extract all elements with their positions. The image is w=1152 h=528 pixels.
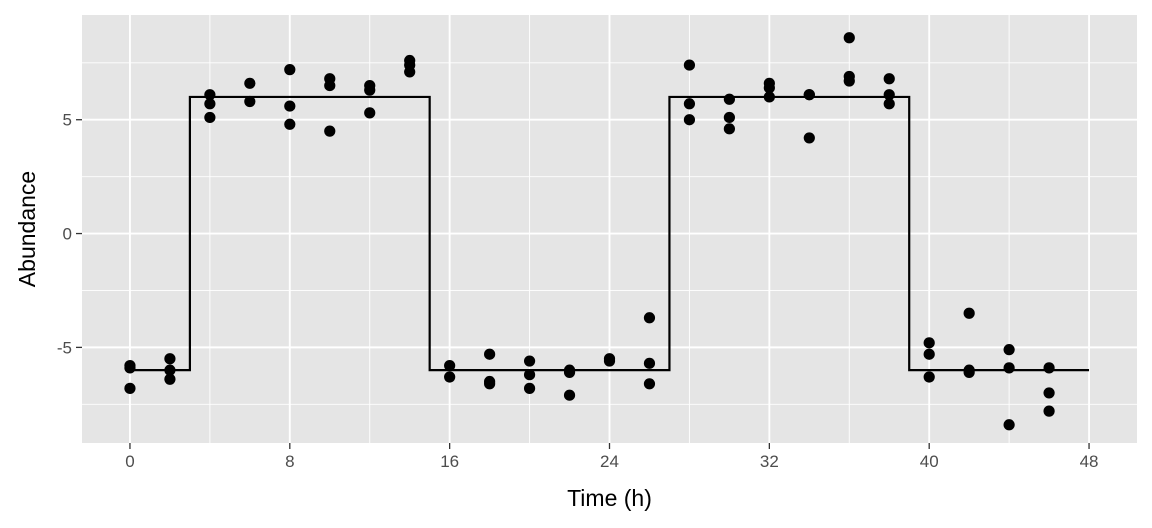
data-point	[683, 114, 696, 126]
data-point	[723, 93, 735, 105]
data-point	[523, 355, 536, 367]
data-point	[404, 66, 416, 78]
x-axis-title: Time (h)	[567, 485, 652, 511]
data-point	[923, 337, 935, 349]
y-axis: 5 0 -5	[57, 111, 82, 357]
data-point	[1043, 405, 1055, 417]
data-point	[1043, 362, 1055, 374]
data-point	[883, 98, 895, 110]
x-tick-label: 16	[440, 452, 459, 471]
data-point	[763, 82, 775, 94]
data-point	[124, 362, 136, 374]
x-tick-label: 8	[285, 452, 294, 471]
data-point	[124, 382, 136, 394]
data-point	[523, 369, 536, 381]
data-point	[883, 89, 895, 101]
data-point	[843, 32, 855, 44]
data-point	[484, 375, 496, 388]
y-tick-label: 5	[63, 111, 72, 130]
data-point	[204, 89, 216, 101]
data-point	[244, 95, 256, 108]
data-point	[364, 84, 376, 96]
x-tick-label: 40	[920, 452, 939, 471]
data-point	[204, 111, 216, 124]
data-point	[284, 64, 296, 76]
data-point	[643, 378, 656, 390]
data-point	[1003, 362, 1015, 374]
y-axis-title: Abundance	[14, 171, 40, 287]
data-point	[244, 77, 256, 89]
data-point	[484, 348, 496, 360]
data-point	[563, 366, 576, 379]
data-point	[723, 111, 735, 124]
x-tick-label: 0	[125, 452, 134, 471]
data-points-layer	[124, 32, 1055, 431]
data-point	[723, 123, 735, 135]
y-tick-label: -5	[57, 338, 72, 357]
data-point	[923, 371, 935, 383]
data-point	[963, 307, 975, 319]
step-line-layer	[129, 95, 1090, 372]
step-line	[129, 95, 1090, 372]
data-point	[324, 125, 336, 137]
data-point	[164, 373, 176, 385]
data-point	[444, 359, 456, 372]
data-point	[284, 118, 296, 130]
data-point	[683, 59, 696, 71]
data-point	[843, 75, 855, 87]
data-point	[923, 348, 935, 360]
x-tick-label: 48	[1080, 452, 1099, 471]
data-point	[324, 79, 336, 92]
data-point	[164, 364, 176, 376]
data-point	[963, 366, 975, 379]
x-tick-label: 32	[760, 452, 779, 471]
data-point	[643, 312, 656, 324]
data-point	[883, 73, 895, 85]
data-point	[1043, 387, 1055, 399]
data-point	[563, 389, 576, 401]
data-point	[204, 98, 216, 110]
data-point	[444, 371, 456, 383]
data-point	[603, 355, 616, 367]
data-point	[803, 89, 815, 101]
data-point	[523, 382, 536, 394]
y-tick-label: 0	[63, 225, 72, 244]
data-point	[683, 98, 696, 110]
data-point	[1003, 344, 1015, 356]
data-point	[803, 132, 815, 144]
x-tick-label: 24	[600, 452, 619, 471]
data-point	[364, 107, 376, 119]
data-point	[284, 100, 296, 112]
data-point	[1003, 419, 1015, 431]
x-axis: 0 8 16 24 32 40 48	[125, 443, 1099, 471]
data-point	[763, 91, 775, 103]
data-point	[643, 357, 656, 369]
data-point	[164, 353, 176, 365]
